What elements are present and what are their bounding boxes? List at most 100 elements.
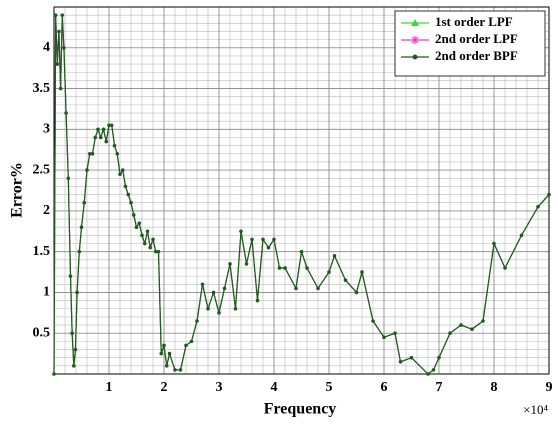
data-point bbox=[140, 233, 144, 238]
legend-marker bbox=[412, 54, 418, 60]
data-point bbox=[87, 152, 92, 156]
data-point bbox=[162, 343, 166, 348]
legend-label: 2nd order LPF bbox=[435, 31, 518, 46]
data-point bbox=[148, 245, 153, 250]
data-point bbox=[343, 278, 348, 283]
data-point bbox=[189, 339, 194, 344]
data-point bbox=[222, 286, 227, 291]
data-point bbox=[115, 152, 120, 156]
x-tick-label: 8 bbox=[491, 380, 498, 395]
x-tick-label: 4 bbox=[271, 380, 278, 395]
y-tick-label: 3 bbox=[43, 122, 50, 137]
data-point bbox=[134, 225, 139, 229]
data-point bbox=[398, 359, 403, 364]
data-point bbox=[547, 192, 551, 197]
x-tick-label: 3 bbox=[216, 380, 223, 395]
data-point bbox=[60, 13, 65, 17]
x-tick-label: 9 bbox=[546, 380, 553, 395]
legend-label: 2nd order BPF bbox=[435, 48, 518, 63]
data-point bbox=[137, 221, 142, 225]
data-point bbox=[266, 245, 271, 250]
data-point bbox=[82, 200, 87, 205]
data-point bbox=[164, 364, 169, 368]
data-point bbox=[72, 364, 76, 368]
data-point bbox=[142, 241, 147, 246]
data-point bbox=[123, 184, 128, 189]
data-point bbox=[153, 249, 158, 254]
y-tick-label: 2 bbox=[43, 203, 50, 218]
y-tick-label: 1 bbox=[43, 285, 50, 300]
data-point bbox=[159, 351, 164, 356]
data-point bbox=[109, 123, 114, 128]
data-point bbox=[55, 62, 60, 66]
legend-box bbox=[394, 10, 546, 77]
legend: 1st order LPF 2nd order LPF 2nd order BPF bbox=[394, 10, 546, 77]
y-tick-label: 2.5 bbox=[33, 162, 51, 177]
plot-frame bbox=[53, 6, 550, 375]
data-point bbox=[145, 229, 150, 234]
data-point bbox=[195, 319, 199, 323]
data-point bbox=[519, 233, 524, 238]
legend-marker bbox=[411, 19, 419, 26]
data-point bbox=[299, 249, 304, 254]
data-point bbox=[332, 253, 337, 258]
data-point bbox=[283, 266, 287, 270]
data-point bbox=[250, 237, 254, 242]
data-point bbox=[53, 13, 58, 17]
data-point bbox=[382, 335, 386, 340]
data-point bbox=[131, 213, 136, 217]
data-point bbox=[98, 135, 103, 140]
legend-marker bbox=[411, 36, 419, 44]
data-point bbox=[129, 200, 133, 205]
data-point bbox=[79, 225, 84, 229]
data-point bbox=[492, 241, 496, 246]
data-point bbox=[272, 237, 276, 242]
data-point bbox=[178, 368, 183, 372]
data-point bbox=[233, 306, 238, 311]
data-point bbox=[173, 368, 177, 372]
data-point bbox=[261, 237, 265, 242]
data-point bbox=[75, 290, 79, 295]
data-point bbox=[255, 298, 260, 303]
data-point bbox=[68, 274, 73, 278]
data-point bbox=[52, 372, 56, 376]
data-point bbox=[448, 331, 452, 336]
data-point bbox=[211, 290, 216, 295]
x-tick-label: 6 bbox=[381, 380, 388, 395]
data-point bbox=[118, 172, 122, 176]
data-point bbox=[371, 319, 375, 323]
data-point bbox=[66, 176, 71, 181]
data-point bbox=[77, 249, 82, 254]
y-tick-label: 1.5 bbox=[33, 244, 51, 259]
data-point bbox=[228, 262, 232, 266]
data-point bbox=[393, 331, 397, 336]
y-tick-label: 4 bbox=[43, 40, 50, 55]
data-point bbox=[206, 306, 210, 311]
x-axis-label: Frequency bbox=[264, 401, 337, 418]
x-tick-label: 5 bbox=[326, 380, 333, 395]
data-point bbox=[62, 45, 66, 50]
data-point bbox=[431, 368, 436, 372]
x-tick-label: 1 bbox=[106, 380, 113, 395]
data-point bbox=[151, 237, 155, 242]
x-exponent: ×10⁴ bbox=[523, 402, 548, 417]
data-point bbox=[437, 355, 441, 360]
data-point bbox=[107, 123, 111, 128]
data-point bbox=[104, 139, 109, 144]
data-point bbox=[503, 266, 507, 270]
data-point bbox=[426, 372, 430, 376]
data-point bbox=[217, 311, 221, 315]
data-point bbox=[294, 286, 298, 291]
data-point bbox=[90, 152, 95, 156]
data-point bbox=[93, 135, 98, 140]
y-axis-label: Error% bbox=[9, 162, 26, 218]
x-tick-label: 2 bbox=[161, 380, 168, 395]
data-point bbox=[200, 282, 205, 287]
data-point bbox=[305, 266, 309, 270]
data-point bbox=[58, 86, 63, 91]
y-tick-label: 0.5 bbox=[33, 325, 51, 340]
data-point bbox=[354, 290, 359, 295]
data-point bbox=[327, 270, 331, 274]
data-point bbox=[70, 331, 74, 336]
